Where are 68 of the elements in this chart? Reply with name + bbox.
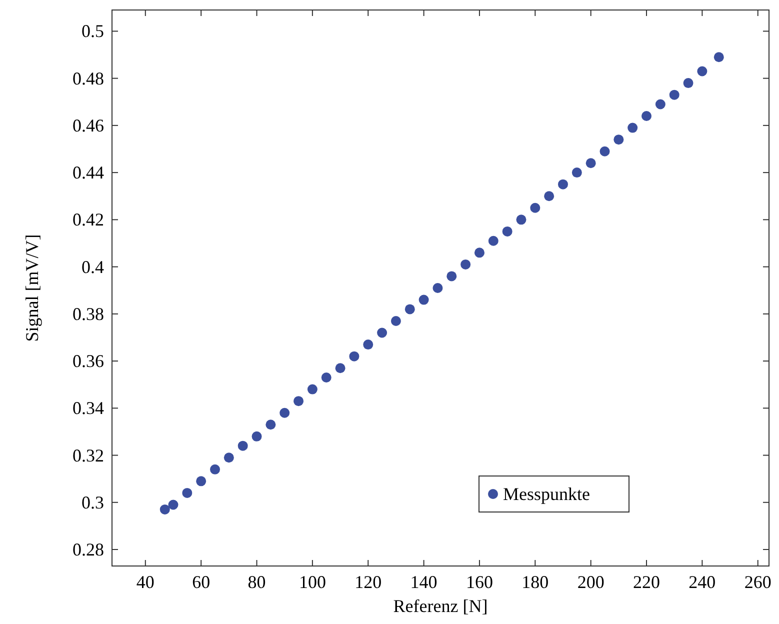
point	[224, 452, 234, 463]
y-tick-label: 0.44	[72, 162, 104, 183]
point	[168, 500, 178, 510]
x-tick-label: 240	[688, 572, 716, 592]
x-tick-label: 200	[577, 572, 604, 592]
point	[488, 236, 498, 246]
y-tick-label: 0.48	[72, 68, 104, 88]
point	[642, 111, 652, 122]
point	[335, 363, 346, 374]
y-tick-label: 0.32	[72, 445, 104, 466]
x-tick-label: 100	[298, 572, 326, 592]
point	[294, 396, 304, 406]
point	[196, 476, 206, 486]
point	[307, 384, 318, 394]
point	[182, 488, 192, 498]
point	[238, 440, 248, 451]
x-tick-label: 180	[522, 572, 549, 592]
point	[280, 408, 290, 418]
point	[544, 191, 554, 202]
point	[614, 134, 624, 145]
point	[418, 294, 429, 305]
y-tick-label: 0.38	[72, 304, 104, 324]
y-tick-label: 0.34	[72, 398, 104, 418]
point	[160, 504, 170, 514]
point	[586, 158, 596, 168]
point	[432, 283, 443, 293]
y-tick-label: 0.42	[72, 210, 104, 230]
y-tick-label: 0.36	[72, 351, 104, 372]
point	[252, 431, 262, 442]
point	[377, 328, 388, 338]
x-tick-label: 160	[466, 572, 493, 592]
x-tick-label: 80	[248, 572, 266, 592]
point	[363, 340, 374, 350]
point	[404, 304, 415, 314]
point	[572, 168, 582, 178]
point	[669, 90, 680, 100]
point	[460, 259, 471, 270]
point	[321, 372, 332, 383]
x-tick-label: 120	[354, 572, 382, 592]
legend-label: Messpunkte	[503, 484, 590, 504]
y-tick-label: 0.28	[72, 540, 104, 560]
y-tick-label: 0.5	[82, 21, 104, 42]
point	[349, 351, 360, 362]
point	[683, 78, 694, 88]
point	[628, 122, 638, 133]
point	[502, 226, 512, 236]
x-tick-label: 60	[192, 572, 210, 592]
point	[474, 248, 484, 258]
x-tick-label: 220	[633, 572, 660, 592]
point	[600, 146, 610, 156]
point	[714, 52, 724, 62]
x-axis-title: Referenz [N]	[393, 596, 488, 616]
point	[558, 179, 568, 190]
point	[390, 316, 401, 326]
x-tick-label: 140	[410, 572, 438, 592]
point	[446, 271, 457, 282]
x-tick-label: 40	[136, 572, 154, 592]
point	[697, 66, 708, 76]
point	[266, 420, 276, 430]
point	[655, 99, 666, 110]
point	[516, 214, 526, 225]
x-tick-label: 260	[744, 572, 772, 592]
point	[530, 202, 540, 213]
y-tick-label: 0.46	[72, 115, 104, 136]
y-axis-title: Signal [mV/V]	[22, 234, 42, 342]
y-tick-label: 0.4	[82, 256, 104, 277]
point	[210, 464, 220, 474]
y-tick-label: 0.3	[82, 492, 104, 512]
